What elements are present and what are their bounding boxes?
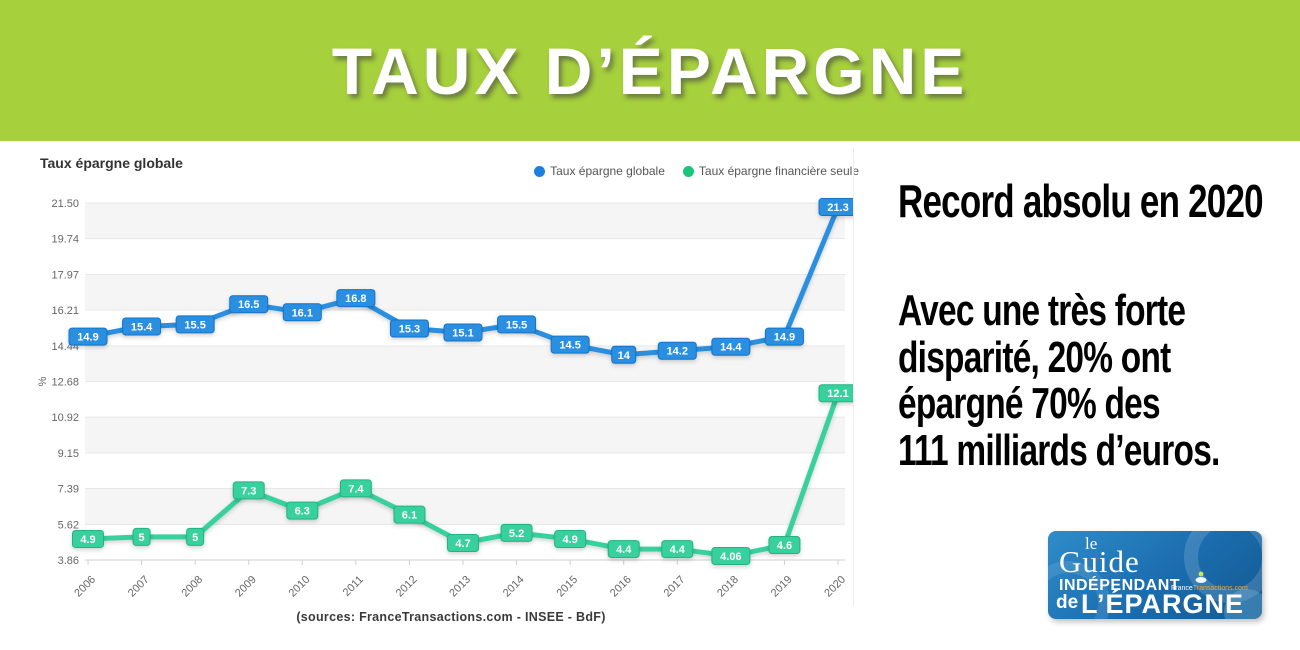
svg-text:2008: 2008 — [179, 574, 205, 600]
annotation-line: 111 milliards d’euros. — [898, 425, 1220, 475]
legend-dot-green-icon — [682, 165, 694, 177]
legend-label: Taux épargne financière seule — [698, 164, 859, 178]
svg-text:16.1: 16.1 — [292, 307, 313, 319]
savings-rate-line-chart: 21.5019.7417.9716.2114.4412.6810.929.157… — [37, 148, 854, 606]
legend-item-taux-epargne-financiere[interactable]: Taux épargne financière seule — [682, 164, 859, 178]
svg-text:14.4: 14.4 — [720, 342, 742, 354]
person-icon — [1195, 571, 1207, 583]
svg-text:4.9: 4.9 — [562, 534, 577, 546]
svg-text:2013: 2013 — [447, 574, 473, 600]
svg-text:%: % — [37, 376, 49, 386]
svg-text:15.5: 15.5 — [506, 319, 527, 331]
svg-text:2011: 2011 — [341, 574, 366, 599]
svg-text:4.4: 4.4 — [616, 544, 632, 556]
svg-text:2006: 2006 — [72, 574, 98, 600]
chart-source: (sources: FranceTransactions.com - INSEE… — [296, 610, 606, 624]
annotation-panel: Record absolu en 2020 Avec une très fort… — [898, 178, 1298, 475]
chart-card: Taux épargne globale Taux épargne global… — [35, 148, 867, 642]
svg-text:2010: 2010 — [287, 574, 313, 600]
svg-text:2007: 2007 — [126, 574, 152, 600]
legend-dot-blue-icon — [534, 165, 546, 177]
logo-site-suffix: Transactions.com — [1192, 585, 1248, 592]
svg-text:2018: 2018 — [715, 574, 741, 600]
svg-text:2009: 2009 — [233, 574, 259, 600]
svg-text:12.1: 12.1 — [827, 388, 848, 400]
svg-text:9.15: 9.15 — [58, 448, 79, 460]
logo-site-prefix: France — [1171, 585, 1193, 592]
svg-text:4.4: 4.4 — [670, 544, 686, 556]
svg-text:6.1: 6.1 — [402, 510, 417, 522]
svg-text:2014: 2014 — [501, 574, 527, 600]
svg-text:7.3: 7.3 — [241, 485, 256, 497]
annotation-line: Avec une très forte — [898, 286, 1186, 335]
svg-text:14.5: 14.5 — [559, 340, 580, 352]
annotation-line: épargné 70% des — [898, 379, 1161, 429]
svg-text:7.4: 7.4 — [348, 483, 364, 495]
svg-text:6.3: 6.3 — [295, 506, 310, 518]
svg-text:5: 5 — [192, 532, 198, 544]
legend-label: Taux épargne globale — [550, 164, 665, 178]
svg-text:14: 14 — [618, 350, 631, 362]
svg-text:4.06: 4.06 — [720, 551, 741, 563]
svg-text:2012: 2012 — [394, 574, 420, 600]
annotation-headline: Record absolu en 2020 — [898, 175, 1264, 227]
annotation-line: disparité, 20% ont — [898, 332, 1171, 382]
logo-site-text: FranceTransactions.com — [1171, 585, 1248, 592]
svg-text:17.97: 17.97 — [51, 269, 79, 281]
svg-text:16.8: 16.8 — [345, 293, 366, 305]
svg-text:4.7: 4.7 — [455, 538, 470, 550]
svg-text:7.39: 7.39 — [58, 484, 79, 496]
svg-text:5.62: 5.62 — [58, 519, 79, 531]
logo-text-le: le — [1085, 534, 1098, 553]
svg-text:12.68: 12.68 — [51, 377, 79, 389]
guide-epargne-logo: le Guide INDÉPENDANT FranceTransactions.… — [1048, 531, 1262, 619]
svg-text:5.2: 5.2 — [509, 528, 524, 540]
svg-text:14.9: 14.9 — [774, 332, 795, 344]
svg-text:2016: 2016 — [608, 574, 634, 600]
svg-text:4.9: 4.9 — [80, 534, 95, 546]
svg-text:14.2: 14.2 — [667, 346, 688, 358]
svg-text:5: 5 — [139, 532, 145, 544]
svg-text:15.3: 15.3 — [399, 323, 420, 335]
svg-text:2015: 2015 — [554, 574, 580, 600]
banner-title: TAUX D’ÉPARGNE — [331, 33, 969, 108]
svg-text:10.92: 10.92 — [51, 412, 79, 424]
annotation-body: Avec une très forte disparité, 20% ont é… — [898, 286, 1298, 475]
svg-text:19.74: 19.74 — [51, 234, 79, 246]
svg-text:16.5: 16.5 — [238, 299, 259, 311]
legend-item-taux-epargne-globale[interactable]: Taux épargne globale — [534, 164, 665, 178]
logo-text-guide: Guide — [1059, 544, 1140, 579]
svg-text:15.5: 15.5 — [184, 319, 205, 331]
svg-text:15.1: 15.1 — [452, 328, 473, 340]
svg-text:21.3: 21.3 — [827, 202, 848, 214]
svg-text:2017: 2017 — [662, 574, 688, 600]
banner: TAUX D’ÉPARGNE — [0, 0, 1300, 141]
chart-title: Taux épargne globale — [40, 155, 183, 171]
svg-text:14.9: 14.9 — [77, 332, 98, 344]
svg-text:16.21: 16.21 — [51, 305, 79, 317]
logo-text-epargne: L’ÉPARGNE — [1081, 589, 1245, 619]
chart-legend: Taux épargne globale Taux épargne financ… — [534, 164, 859, 178]
svg-text:15.4: 15.4 — [131, 321, 153, 333]
svg-text:21.50: 21.50 — [51, 198, 79, 210]
svg-text:2019: 2019 — [769, 574, 795, 600]
logo-text-independant: INDÉPENDANT — [1059, 577, 1181, 594]
svg-text:4.6: 4.6 — [777, 540, 792, 552]
svg-text:3.86: 3.86 — [58, 555, 79, 567]
logo-text-de: de — [1056, 592, 1079, 613]
svg-text:2020: 2020 — [822, 574, 848, 600]
